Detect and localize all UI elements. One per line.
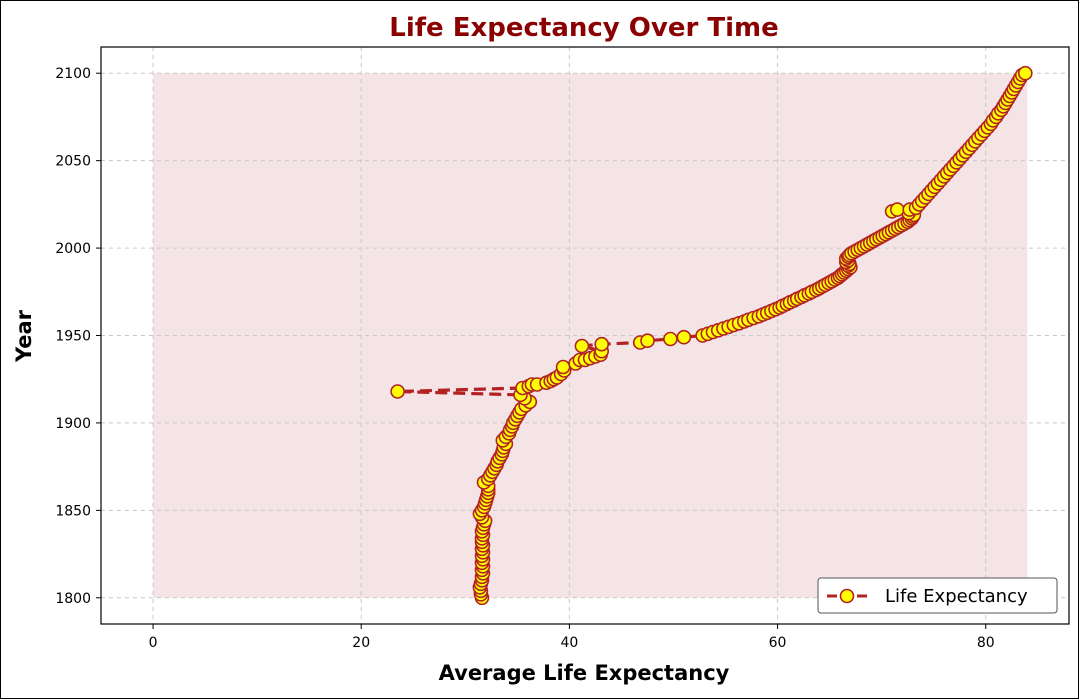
y-tick-label: 1900 — [55, 416, 91, 432]
y-tick-label: 2100 — [55, 66, 91, 82]
data-point — [677, 331, 690, 344]
y-tick-label: 1800 — [55, 591, 91, 607]
data-point — [391, 385, 404, 398]
data-point — [595, 338, 608, 351]
legend-entry-label: Life Expectancy — [885, 586, 1028, 607]
y-tick-label: 1850 — [55, 503, 91, 519]
legend-marker-swatch — [841, 590, 854, 603]
y-axis-ticks: 1800 1850 1900 1950 2000 2050 2100 — [55, 66, 101, 607]
x-axis-ticks: 0 20 40 60 80 — [149, 624, 995, 651]
x-tick-label: 40 — [560, 635, 578, 651]
data-point — [664, 333, 677, 346]
x-tick-label: 0 — [149, 635, 158, 651]
data-point — [1019, 67, 1032, 80]
x-tick-label: 80 — [977, 635, 995, 651]
x-tick-label: 20 — [352, 635, 370, 651]
chart-title: Life Expectancy Over Time — [389, 13, 779, 43]
plot-area — [101, 47, 1069, 624]
x-axis-label: Average Life Expectancy — [439, 661, 730, 685]
y-tick-label: 1950 — [55, 329, 91, 345]
data-point — [575, 340, 588, 353]
x-tick-label: 60 — [769, 635, 787, 651]
y-tick-label: 2000 — [55, 241, 91, 257]
legend: Life Expectancy — [818, 578, 1057, 613]
y-tick-label: 2050 — [55, 154, 91, 170]
data-point — [641, 334, 654, 347]
data-point — [557, 361, 570, 374]
data-point — [891, 203, 904, 216]
y-axis-label: Year — [12, 309, 36, 363]
